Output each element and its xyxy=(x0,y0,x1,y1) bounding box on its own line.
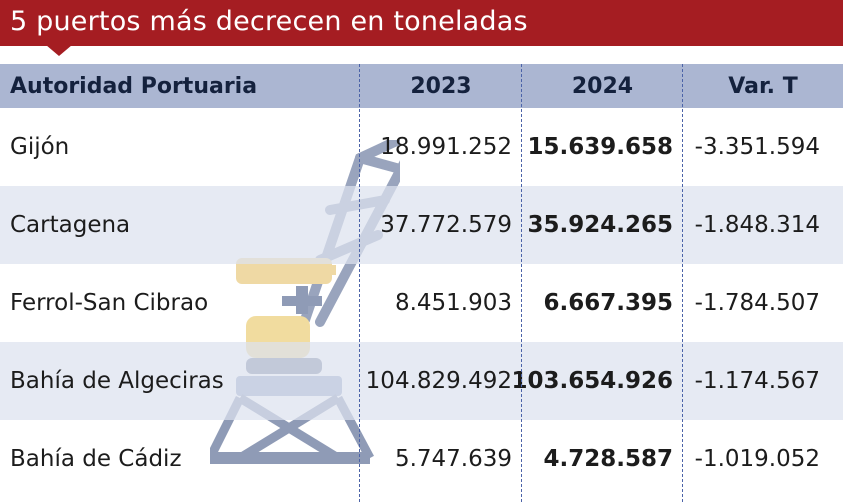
page-title: 5 puertos más decrecen en toneladas xyxy=(10,6,528,37)
value-2023: 18.991.252 xyxy=(380,134,512,160)
value-2024: 35.924.265 xyxy=(527,212,673,238)
value-var: -1.174.567 xyxy=(694,368,820,394)
value-2024: 15.639.658 xyxy=(527,134,673,160)
header-2024: 2024 xyxy=(571,73,634,99)
title-notch xyxy=(46,45,72,56)
column-divider xyxy=(521,64,522,502)
value-2023: 5.747.639 xyxy=(394,446,512,472)
port-name: Bahía de Algeciras xyxy=(10,368,224,394)
value-var: -3.351.594 xyxy=(694,134,820,160)
value-2024: 6.667.395 xyxy=(543,290,674,316)
value-var: -1.019.052 xyxy=(694,446,820,472)
value-2023: 37.772.579 xyxy=(380,212,512,238)
port-name: Bahía de Cádiz xyxy=(10,446,182,472)
table-row: Gijón 18.991.252 15.639.658 -3.351.594 xyxy=(0,108,843,186)
value-2024: 103.654.926 xyxy=(511,368,673,394)
column-divider xyxy=(359,64,360,502)
port-name: Cartagena xyxy=(10,212,131,238)
table-row: Ferrol-San Cibrao 8.451.903 6.667.395 -1… xyxy=(0,264,843,342)
value-2024: 4.728.587 xyxy=(543,446,674,472)
port-name: Ferrol-San Cibrao xyxy=(10,290,209,316)
value-var: -1.848.314 xyxy=(694,212,820,238)
port-name: Gijón xyxy=(10,134,70,160)
table-row: Cartagena 37.772.579 35.924.265 -1.848.3… xyxy=(0,186,843,264)
header-autoridad-portuaria: Autoridad Portuaria xyxy=(10,73,258,99)
table-row: Bahía de Cádiz 5.747.639 4.728.587 -1.01… xyxy=(0,420,843,498)
value-2023: 104.829.492 xyxy=(365,368,512,394)
title-bar: 5 puertos más decrecen en toneladas xyxy=(0,0,843,46)
header-2023: 2023 xyxy=(410,73,472,99)
ports-table: Autoridad Portuaria 2023 2024 Var. T Gij… xyxy=(0,64,843,498)
value-var: -1.784.507 xyxy=(694,290,820,316)
column-divider xyxy=(682,64,683,502)
table-row: Bahía de Algeciras 104.829.492 103.654.9… xyxy=(0,342,843,420)
table-header: Autoridad Portuaria 2023 2024 Var. T xyxy=(0,64,843,108)
value-2023: 8.451.903 xyxy=(394,290,512,316)
header-var-t: Var. T xyxy=(728,73,798,99)
